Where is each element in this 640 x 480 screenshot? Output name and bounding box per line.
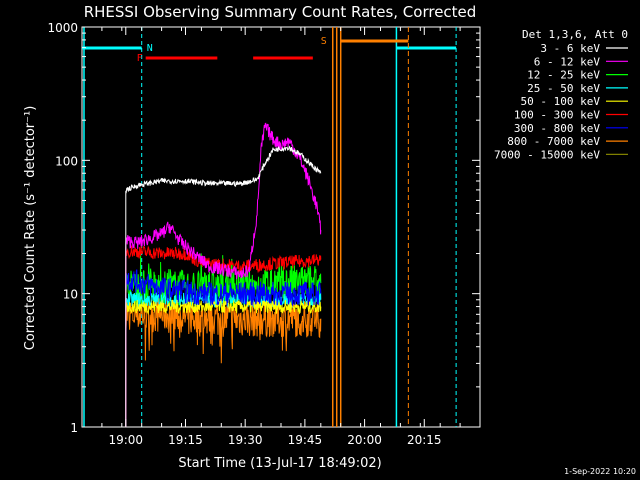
night-label: N bbox=[147, 43, 153, 54]
legend-label: 100 - 300 keV bbox=[514, 109, 600, 122]
chart-title: RHESSI Observing Summary Count Rates, Co… bbox=[84, 3, 477, 21]
legend-label: 7000 - 15000 keV bbox=[494, 148, 600, 161]
legend-label: 3 - 6 keV bbox=[540, 42, 600, 55]
series-line bbox=[125, 298, 322, 427]
y-tick-label: 100 bbox=[55, 154, 78, 168]
flare-label: F bbox=[137, 53, 143, 64]
series-line bbox=[125, 145, 322, 427]
x-tick-label: 20:00 bbox=[347, 433, 382, 447]
x-axis-label: Start Time (13-Jul-17 18:49:02) bbox=[178, 456, 381, 471]
series-layer bbox=[125, 122, 322, 427]
date-stamp: 1-Sep-2022 10:20 bbox=[564, 467, 636, 476]
legend-label: 6 - 12 keV bbox=[534, 55, 601, 68]
series-line bbox=[125, 253, 322, 427]
y-axis-label: Corrected Count Rate (s⁻¹ detector⁻¹) bbox=[23, 106, 38, 351]
series-line bbox=[125, 296, 322, 427]
y-tick-label: 1000 bbox=[47, 21, 78, 35]
axes: 19:00 19:15 19:30 19:45 20:00 20:15 1 10 100 1000 bbox=[47, 21, 481, 447]
y-tick-label: 1 bbox=[70, 421, 78, 435]
legend-label: 800 - 7000 keV bbox=[507, 135, 600, 148]
x-tick-label: 19:30 bbox=[228, 433, 263, 447]
series-line bbox=[125, 269, 322, 427]
observing-overlays: N S F bbox=[82, 27, 457, 427]
legend-label: 12 - 25 keV bbox=[527, 69, 600, 82]
y-tick-label: 10 bbox=[63, 288, 78, 302]
legend-label: 50 - 100 keV bbox=[521, 95, 601, 108]
x-tick-label: 19:15 bbox=[168, 433, 203, 447]
legend-label: 300 - 800 keV bbox=[514, 122, 600, 135]
x-tick-label: 20:15 bbox=[407, 433, 442, 447]
series-line bbox=[125, 122, 322, 427]
x-tick-label: 19:45 bbox=[288, 433, 323, 447]
x-tick-label: 19:00 bbox=[108, 433, 143, 447]
series-line bbox=[125, 245, 322, 427]
legend-label: 25 - 50 keV bbox=[527, 82, 600, 95]
legend-header: Det 1,3,6, Att 0 bbox=[522, 28, 628, 41]
saa-label: S bbox=[321, 36, 327, 47]
